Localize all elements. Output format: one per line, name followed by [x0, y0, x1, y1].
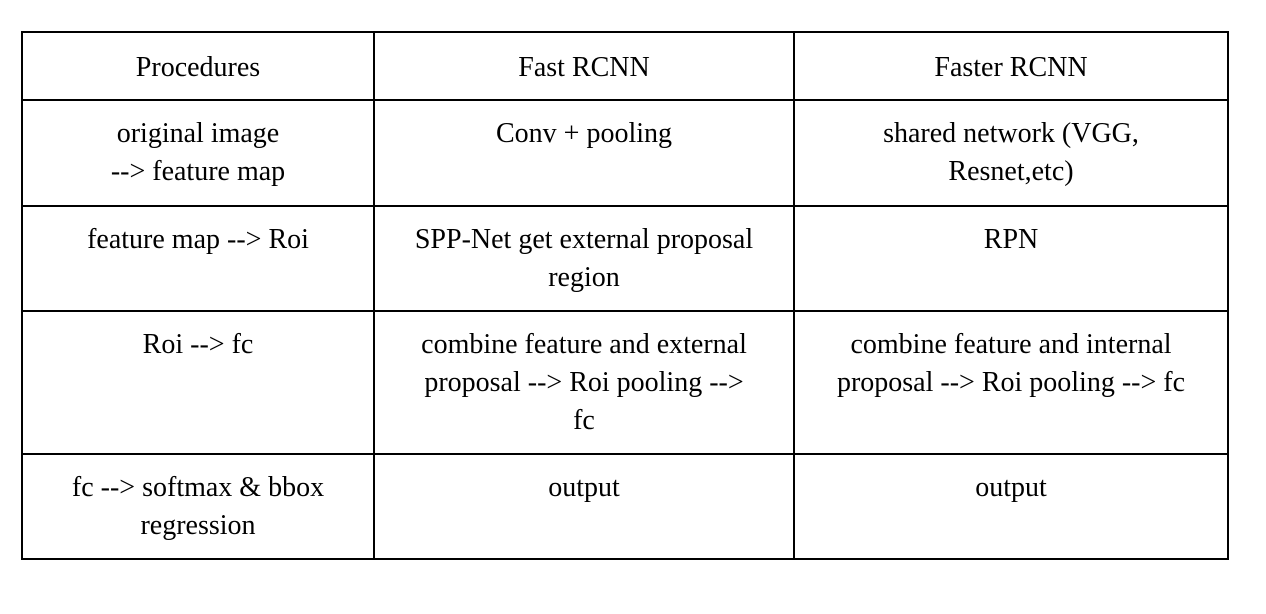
header-faster-rcnn: Faster RCNN — [793, 31, 1229, 101]
header-procedures: Procedures — [21, 31, 375, 101]
table-cell: Conv + pooling — [373, 99, 795, 207]
table-row: fc --> softmax & bbox regression output … — [21, 453, 1229, 560]
header-row: Procedures Fast RCNN Faster RCNN — [21, 31, 1229, 101]
table-cell: fc --> softmax & bbox regression — [21, 453, 375, 560]
table-row: Roi --> fc combine feature and external … — [21, 310, 1229, 455]
comparison-table: Procedures Fast RCNN Faster RCNN origina… — [21, 31, 1229, 560]
table-cell: RPN — [793, 205, 1229, 312]
header-fast-rcnn: Fast RCNN — [373, 31, 795, 101]
table-cell: output — [373, 453, 795, 560]
table-cell: feature map --> Roi — [21, 205, 375, 312]
table-cell: combine feature and external proposal --… — [373, 310, 795, 455]
table-row: feature map --> Roi SPP-Net get external… — [21, 205, 1229, 312]
table-cell: SPP-Net get external proposal region — [373, 205, 795, 312]
table-cell: Roi --> fc — [21, 310, 375, 455]
table-cell: shared network (VGG, Resnet,etc) — [793, 99, 1229, 207]
table-cell: original image --> feature map — [21, 99, 375, 207]
table-cell: combine feature and internal proposal --… — [793, 310, 1229, 455]
table-row: original image --> feature map Conv + po… — [21, 99, 1229, 207]
table-cell: output — [793, 453, 1229, 560]
